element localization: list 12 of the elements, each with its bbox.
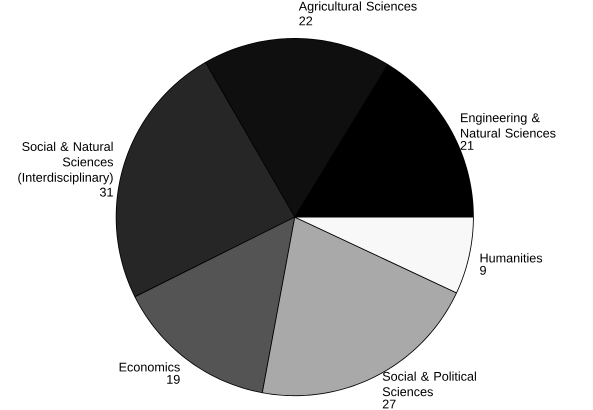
slice-label: Agricultural Sciences xyxy=(298,1,417,14)
slice-label: Economics xyxy=(120,362,180,372)
slice-label: Engineering & Natural Sciences xyxy=(461,113,556,138)
slice-label: Social & Political Sciences xyxy=(382,372,476,396)
slice-label: Humanities xyxy=(480,253,542,263)
data-label: 21 xyxy=(460,141,474,150)
data-label: 31 xyxy=(100,188,113,197)
data-label: 22 xyxy=(299,16,312,26)
slice-label: Social & Natural Sciences (Interdisciplinary) xyxy=(18,142,114,184)
data-label: 27 xyxy=(382,400,396,408)
data-label: 19 xyxy=(167,375,180,384)
data-label: 9 xyxy=(480,266,486,275)
